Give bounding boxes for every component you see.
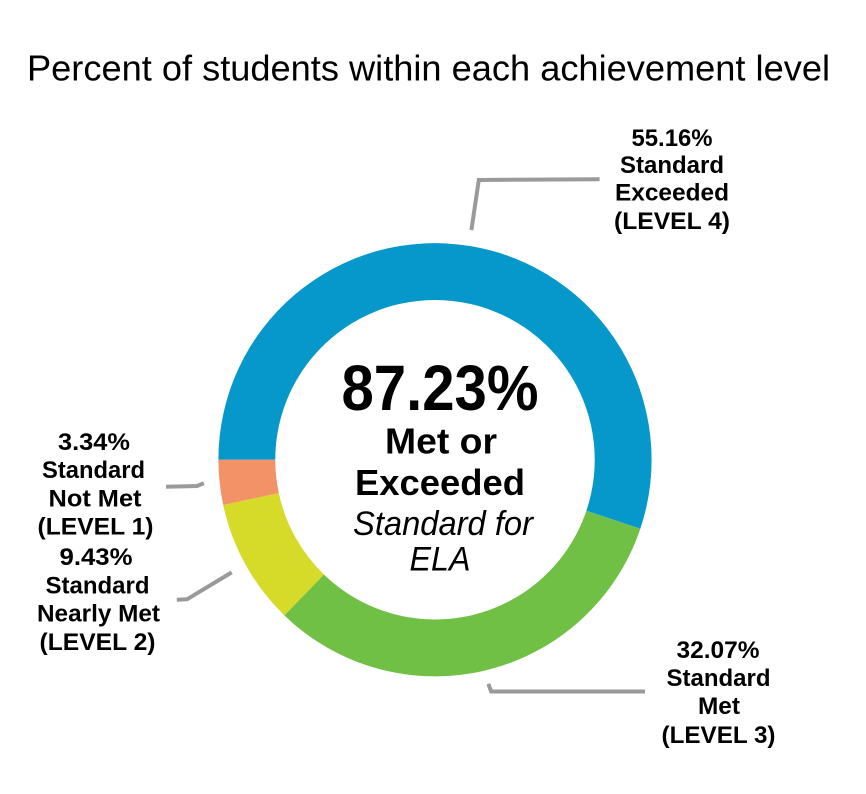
svg-text:Met: Met xyxy=(698,693,740,720)
svg-text:Exceeded: Exceeded xyxy=(615,180,729,207)
svg-text:(LEVEL 3): (LEVEL 3) xyxy=(662,722,776,749)
svg-text:Standard: Standard xyxy=(42,457,145,484)
svg-text:Exceeded: Exceeded xyxy=(355,462,525,503)
svg-text:9.43%: 9.43% xyxy=(60,544,133,571)
svg-text:(LEVEL 2): (LEVEL 2) xyxy=(40,629,156,656)
svg-text:Not Met: Not Met xyxy=(49,485,142,512)
svg-text:Met or: Met or xyxy=(385,421,497,462)
svg-text:Percent of students within eac: Percent of students within each achievem… xyxy=(27,48,830,89)
svg-text:55.16%: 55.16% xyxy=(632,125,713,152)
svg-text:Nearly Met: Nearly Met xyxy=(37,601,160,628)
svg-text:(LEVEL 4): (LEVEL 4) xyxy=(614,208,730,235)
svg-text:87.23%: 87.23% xyxy=(342,352,539,424)
svg-text:3.34%: 3.34% xyxy=(58,429,130,456)
svg-text:32.07%: 32.07% xyxy=(677,637,760,664)
svg-text:Standard: Standard xyxy=(620,152,724,179)
svg-text:Standard for: Standard for xyxy=(353,505,535,543)
svg-text:Standard: Standard xyxy=(667,665,771,692)
svg-text:ELA: ELA xyxy=(410,541,471,579)
svg-text:Standard: Standard xyxy=(46,572,150,599)
svg-text:(LEVEL 1): (LEVEL 1) xyxy=(38,514,154,541)
